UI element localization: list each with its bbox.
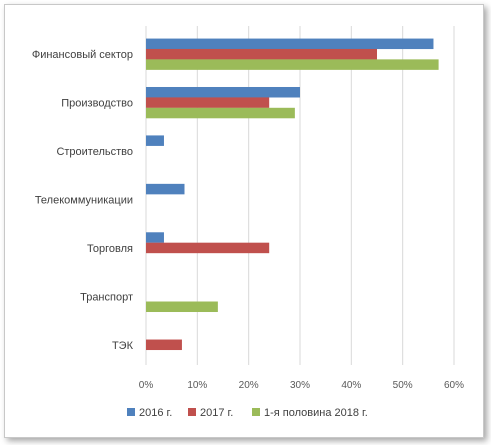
category-label: Производство bbox=[61, 98, 133, 110]
chart-frame bbox=[4, 4, 484, 438]
bar-1-4 bbox=[146, 183, 185, 195]
x-tick-labels: 0% 10% 20% 30% 40% 50% 60% bbox=[139, 380, 464, 391]
bars bbox=[146, 38, 439, 351]
bar-2-1 bbox=[146, 48, 377, 60]
bar-2-2 bbox=[146, 97, 270, 108]
legend: 2016 г. 2017 г. 1-я половина 2018 г. bbox=[127, 407, 368, 419]
category-label: Торговля bbox=[87, 243, 133, 255]
x-tick-label: 40% bbox=[341, 380, 361, 391]
legend-swatch bbox=[127, 408, 135, 416]
x-tick-label: 50% bbox=[393, 380, 413, 391]
bar-3-2 bbox=[146, 107, 295, 119]
legend-item: 2017 г. bbox=[188, 407, 233, 419]
legend-swatch bbox=[188, 408, 196, 416]
category-label: Телекоммуникации bbox=[35, 195, 133, 207]
legend-label: 2017 г. bbox=[200, 407, 233, 419]
category-labels: Финансовый сектор Производство Строительст… bbox=[32, 49, 134, 352]
bar-1-3 bbox=[146, 135, 164, 146]
category-label: Финансовый сектор bbox=[32, 49, 133, 61]
bar-3-1 bbox=[146, 59, 439, 70]
x-tick-label: 30% bbox=[290, 380, 310, 391]
legend-item: 2016 г. bbox=[127, 407, 172, 419]
legend-swatch bbox=[252, 408, 260, 416]
bar-1-5 bbox=[146, 232, 164, 243]
x-tick-label: 60% bbox=[444, 380, 464, 391]
legend-label: 2016 г. bbox=[139, 407, 172, 419]
x-tick-label: 10% bbox=[187, 380, 207, 391]
category-label: ТЭК bbox=[112, 340, 134, 352]
x-tick-label: 20% bbox=[239, 380, 259, 391]
category-label: Строительство bbox=[56, 146, 133, 158]
x-tick-label: 0% bbox=[139, 380, 154, 391]
bar-1-2 bbox=[146, 86, 300, 98]
bar-2-7 bbox=[146, 339, 182, 351]
legend-label: 1-я половина 2018 г. bbox=[264, 407, 368, 419]
legend-item: 1-я половина 2018 г. bbox=[252, 407, 368, 419]
bar-2-5 bbox=[146, 242, 270, 254]
bar-1-1 bbox=[146, 38, 434, 50]
category-label: Транспорт bbox=[80, 291, 133, 303]
bar-3-6 bbox=[146, 301, 218, 313]
grid-lines bbox=[145, 26, 455, 365]
